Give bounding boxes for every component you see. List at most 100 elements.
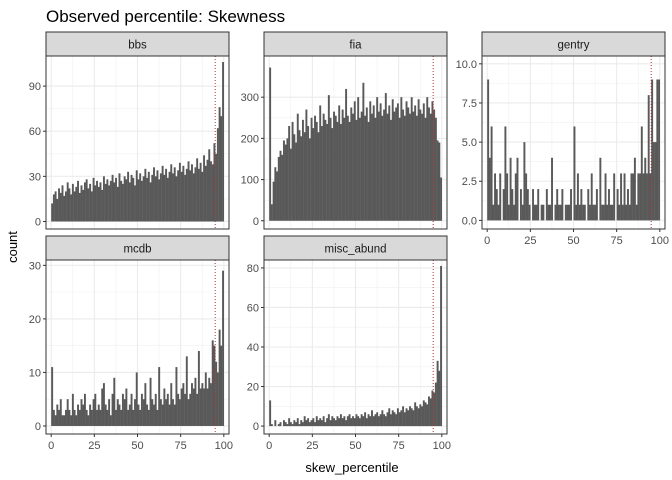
- histogram-bar: [395, 414, 398, 427]
- histogram-bar: [213, 143, 216, 222]
- histogram-bar: [215, 361, 218, 426]
- histogram-bar: [417, 99, 420, 221]
- histogram-bar: [120, 180, 123, 222]
- histogram-bar: [388, 105, 391, 221]
- histogram-bar: [509, 157, 512, 221]
- histogram-bar: [497, 204, 500, 221]
- histogram-bar: [333, 418, 335, 427]
- histogram-bar: [360, 414, 363, 427]
- histogram-bar: [194, 167, 197, 222]
- histogram-bar: [604, 173, 607, 221]
- histogram-bar: [573, 126, 576, 221]
- histogram-bar: [379, 103, 382, 221]
- histogram-bar: [350, 107, 353, 221]
- x-tick-label: 0: [484, 235, 490, 247]
- histogram-bar: [89, 183, 92, 222]
- histogram-bar: [121, 393, 124, 426]
- histogram-bar: [284, 144, 287, 221]
- histogram-bar: [270, 424, 273, 427]
- histogram-bar: [652, 142, 655, 221]
- x-tick-label: 100: [651, 235, 669, 247]
- histogram-bar: [161, 165, 164, 222]
- histogram-bar: [222, 270, 225, 426]
- histogram-bar: [172, 173, 174, 222]
- y-tick-label: 0: [35, 216, 41, 228]
- facet-panel-gentry: gentry 0.0 2.5 5.0 7.5 10.0 0 25 50 75 100: [456, 31, 669, 247]
- histogram-bar: [56, 198, 59, 222]
- histogram-bar: [135, 170, 138, 222]
- histogram-bar: [336, 416, 339, 427]
- histogram-bar: [547, 204, 550, 221]
- histogram-bar: [377, 111, 380, 221]
- histogram-bar: [428, 107, 430, 221]
- histogram-bar: [580, 189, 583, 221]
- histogram-bar: [71, 393, 74, 426]
- histogram-bar: [216, 128, 219, 222]
- x-tick-label: 75: [393, 440, 405, 452]
- histogram-bar: [134, 185, 136, 222]
- histogram-bar: [431, 101, 434, 221]
- histogram-bar: [613, 173, 616, 221]
- histogram-bar: [199, 388, 202, 426]
- histogram-bar: [364, 115, 367, 221]
- histogram-bar: [197, 351, 200, 426]
- histogram-bar: [108, 399, 111, 426]
- histogram-bar: [620, 173, 623, 221]
- histogram-bar: [104, 404, 107, 426]
- histogram-bar: [274, 420, 277, 427]
- y-tick-label: 100: [241, 175, 259, 187]
- histogram-bar: [549, 204, 552, 221]
- histogram-bar: [438, 370, 441, 427]
- histogram-bar: [403, 115, 406, 221]
- x-tick-label: 25: [306, 440, 318, 452]
- histogram-bar: [407, 107, 410, 221]
- histogram-bar: [139, 409, 142, 426]
- histogram-bar: [146, 177, 149, 222]
- histogram-bar: [178, 399, 181, 426]
- histogram-bar: [374, 117, 377, 221]
- histogram-bar: [315, 121, 318, 221]
- histogram-bar: [142, 176, 145, 222]
- histogram-bar: [595, 189, 598, 221]
- histogram-bar: [391, 99, 394, 221]
- histogram-bar: [407, 410, 410, 427]
- histogram-bar: [92, 399, 95, 426]
- histogram-bar: [118, 404, 121, 426]
- histogram-bar: [424, 402, 427, 427]
- histogram-bar: [528, 204, 531, 221]
- histogram-bar: [326, 418, 329, 427]
- histogram-bar: [158, 179, 161, 222]
- histogram-bar: [396, 103, 399, 221]
- facet-strip-label: bbs: [128, 40, 147, 52]
- histogram-bar: [159, 173, 162, 222]
- histogram-bar: [393, 111, 396, 221]
- histogram-bar: [312, 418, 315, 427]
- histogram-bar: [192, 388, 195, 426]
- histogram-bar: [396, 408, 399, 427]
- histogram-bar: [630, 173, 633, 221]
- histogram-bar: [589, 204, 591, 221]
- histogram-bar: [96, 180, 98, 222]
- histogram-bar: [557, 204, 560, 221]
- histogram-bar: [540, 204, 543, 221]
- histogram-bar: [78, 192, 81, 222]
- histogram-bar: [334, 420, 337, 427]
- histogram-bar: [647, 95, 650, 221]
- histogram-bar: [276, 171, 279, 221]
- histogram-bar: [298, 130, 301, 221]
- histogram-bar: [71, 183, 74, 222]
- histogram-bar: [296, 418, 299, 427]
- x-tick-label: 25: [88, 440, 100, 452]
- histogram-bar: [153, 167, 155, 222]
- histogram-bar: [623, 173, 626, 221]
- histogram-bar: [279, 422, 282, 427]
- y-tick-label: 300: [241, 92, 259, 104]
- histogram-bar: [101, 189, 104, 222]
- histogram-bar: [367, 121, 370, 221]
- histogram-bar: [293, 134, 296, 221]
- histogram-bar: [303, 416, 306, 427]
- histogram-bar: [320, 126, 323, 221]
- histogram-bar: [436, 140, 439, 221]
- histogram-bar: [115, 409, 117, 426]
- histogram-bar: [358, 117, 361, 221]
